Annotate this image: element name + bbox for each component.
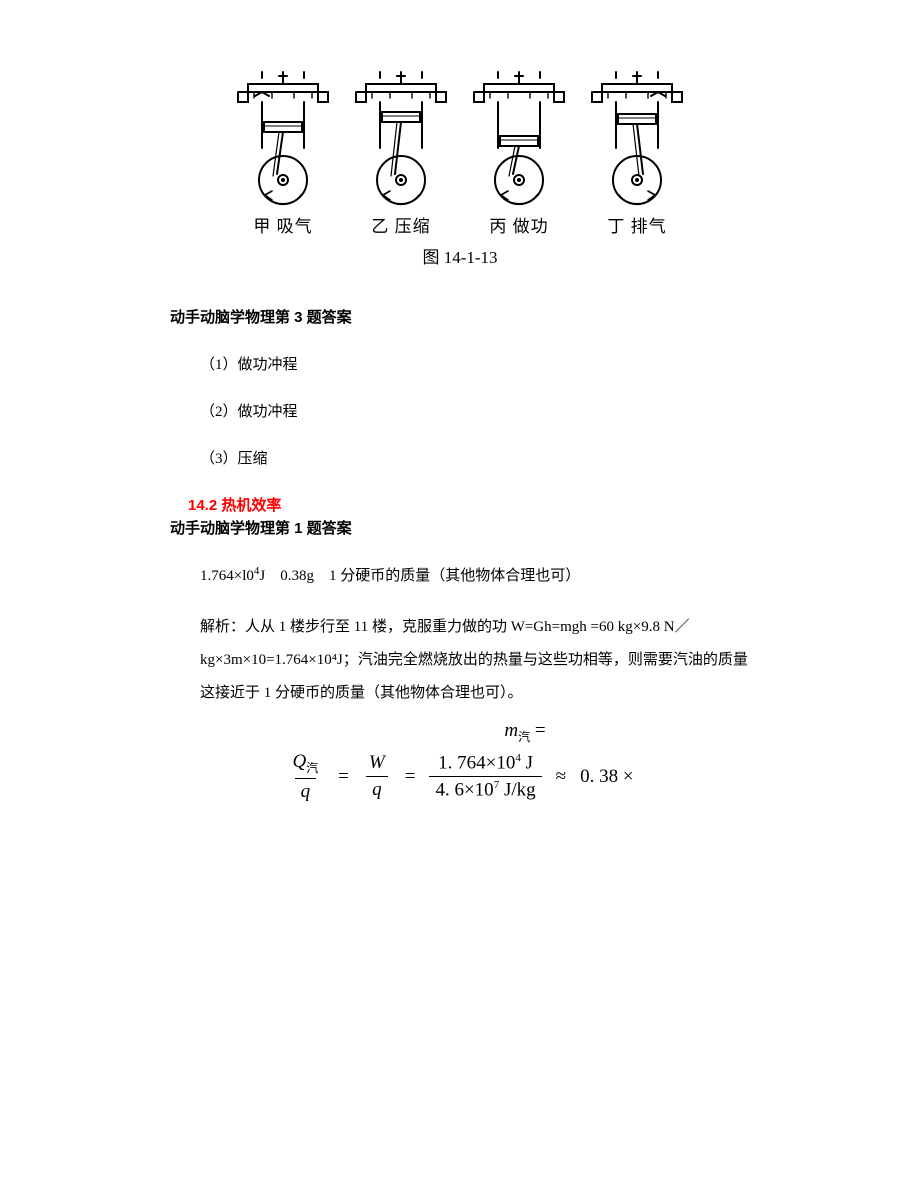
engine-diagram-3: 丁 排气 bbox=[584, 70, 690, 237]
engine-label-1: 乙 压缩 bbox=[348, 212, 454, 237]
q3-answer-1: （1）做功冲程 bbox=[200, 353, 760, 374]
engine-label-3: 丁 排气 bbox=[584, 212, 690, 237]
formula-result: 0. 38 × bbox=[580, 766, 633, 788]
q3-answer-2: （2）做功冲程 bbox=[200, 400, 760, 421]
engine-diagram-2: 丙 做功 bbox=[466, 70, 572, 237]
engine-diagram-0: 甲 吸气 bbox=[230, 70, 336, 237]
frac-Q-over-q: Q汽 q bbox=[286, 751, 324, 803]
q3-answer-3: （3）压缩 bbox=[200, 447, 760, 468]
formula-m-label: m汽 = bbox=[290, 720, 760, 745]
engine-label-0: 甲 吸气 bbox=[230, 212, 336, 237]
q1-heading: 动手动脑学物理第 1 题答案 bbox=[170, 517, 760, 538]
q3-heading: 动手动脑学物理第 3 题答案 bbox=[170, 306, 760, 327]
frac-numeric: 1. 764×104 J 4. 6×107 J/kg bbox=[429, 752, 541, 802]
frac-W-over-q: W q bbox=[363, 752, 391, 801]
engine-label-2: 丙 做功 bbox=[466, 212, 572, 237]
section-14-2-title: 14.2 热机效率 bbox=[188, 494, 760, 515]
figure-14-1-13: 甲 吸气 bbox=[160, 70, 760, 268]
formula-block: m汽 = Q汽 q = W q = 1. 764×104 J 4. 6×107 … bbox=[160, 720, 760, 803]
q1-short-answers: 1.764×l04J 0.38g 1 分硬币的质量（其他物体合理也可） bbox=[200, 564, 760, 585]
engine-diagram-1: 乙 压缩 bbox=[348, 70, 454, 237]
q1-explanation: 解析：人从 1 楼步行至 11 楼，克服重力做的功 W=Gh=mgh =60 k… bbox=[200, 611, 760, 710]
figure-caption: 图 14-1-13 bbox=[160, 243, 760, 268]
